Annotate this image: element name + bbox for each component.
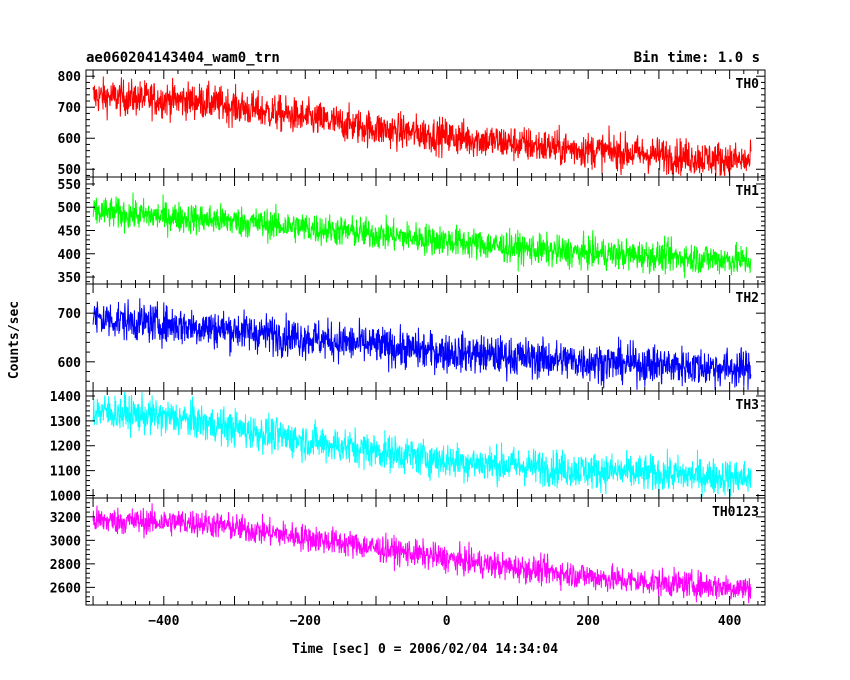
series-line-th0 [92,76,752,176]
y-tick-label: 2800 [50,558,81,573]
y-tick-label: 800 [58,70,82,85]
y-tick-label: 2600 [50,581,81,596]
panel-label: TH1 [736,184,760,199]
x-tick-label: 0 [443,614,451,629]
panel-th0123: 2600 2800 3000 3200 TH0123 [50,497,766,606]
x-tick-label: −200 [290,614,321,629]
panel-th3: 1000 1100 1200 1300 1400 TH3 [50,390,766,505]
panel-th1: 350 400 450 500 550 TH1 [58,176,766,286]
y-tick-label: 3200 [50,511,81,526]
x-tick-label: 200 [576,614,600,629]
y-tick-label: 1000 [50,490,81,505]
chart-title: ae060204143404_wam0_trn [86,50,280,66]
y-tick-label: 1200 [50,440,81,455]
y-tick-label: 1300 [50,415,81,430]
y-axis-label: Counts/sec [7,301,22,379]
panel-label: TH0123 [712,505,759,520]
y-tick-label: 700 [58,307,82,322]
y-tick-label: 400 [58,248,82,263]
series-line-th1 [92,192,752,279]
y-tick-label: 1400 [50,390,81,405]
y-tick-label: 700 [58,101,82,116]
y-tick-label: 3000 [50,534,81,549]
y-tick-label: 450 [58,225,82,240]
x-axis-label: Time [sec] 0 = 2006/02/04 14:34:04 [292,642,558,657]
panel-label: TH3 [736,398,759,413]
x-tick-label: −400 [148,614,179,629]
y-tick-label: 350 [58,271,82,286]
panel-th2: 600 700 TH2 [58,283,766,392]
y-tick-label: 500 [58,163,82,178]
y-tick-label: 1100 [50,465,81,480]
panel-frame [85,497,766,606]
y-tick-label: 550 [58,178,82,193]
series-line-th3 [92,392,752,497]
y-tick-label: 600 [58,132,82,147]
y-tick-label: 600 [58,356,82,371]
series-line-th2 [92,298,752,390]
series-line-th0123 [92,503,752,604]
y-tick-label: 500 [58,201,82,216]
bin-time-label: Bin time: 1.0 s [634,50,760,66]
panel-th0: 500 600 700 800 TH0 [58,69,766,178]
x-tick-label: 400 [718,614,742,629]
panel-label: TH2 [736,291,759,306]
panel-label: TH0 [736,77,760,92]
